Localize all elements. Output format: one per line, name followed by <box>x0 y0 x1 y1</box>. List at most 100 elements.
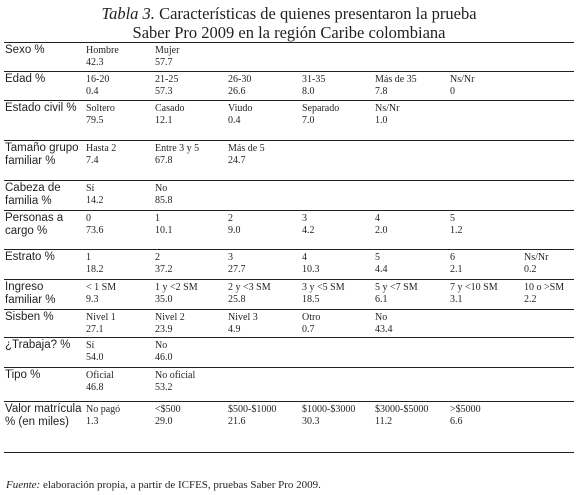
caption-line-1: Características de quienes presentaron l… <box>159 4 477 23</box>
cell-value: 14.2 <box>86 195 104 206</box>
table-cell: >$5000 6.6 <box>450 404 481 428</box>
table-cell: No 85.8 <box>155 183 173 207</box>
table-cell: 3 y <5 SM 18.5 <box>302 282 345 306</box>
table-cell: Sí 14.2 <box>86 183 104 207</box>
table-cell: Hasta 2 7.4 <box>86 143 116 167</box>
cell-option: No pagó <box>86 404 121 415</box>
table-cell: Hombre 42.3 <box>86 45 119 69</box>
table-cell: 10 o >SM 2.2 <box>524 282 564 306</box>
cell-value: 29.0 <box>155 416 173 427</box>
table-cell: 1 y <2 SM 35.0 <box>155 282 198 306</box>
cell-value: 7.4 <box>86 155 99 166</box>
cell-option: < 1 SM <box>86 282 117 293</box>
cell-value: 37.2 <box>155 264 173 275</box>
cell-value: 23.9 <box>155 324 173 335</box>
cell-option: $1000-$3000 <box>302 404 356 415</box>
table-cell: 6 2.1 <box>450 252 463 276</box>
cell-value: 10.3 <box>302 264 320 275</box>
table-cell: Ns/Nr 1.0 <box>375 103 399 127</box>
table-row: Estado civil % Soltero 79.5 Casado 12.1 Viudo… <box>4 101 574 141</box>
cell-option: No oficial <box>155 370 196 381</box>
cell-option: Ns/Nr <box>450 74 475 85</box>
cell-value: 26.6 <box>228 86 246 97</box>
cell-value: 73.6 <box>86 225 104 236</box>
table-cell: 2 y <3 SM 25.8 <box>228 282 271 306</box>
cell-option: 2 y <3 SM <box>228 282 271 293</box>
row-title: ¿Trabaja? % <box>5 339 71 351</box>
row-title: Estado civil % <box>5 102 77 114</box>
row-title: Valor matrícula % (en miles) <box>5 403 82 428</box>
cell-option: Casado <box>155 103 185 114</box>
cell-value: 24.7 <box>228 155 246 166</box>
table-cell: 2 9.0 <box>228 213 241 237</box>
cell-value: 57.3 <box>155 86 173 97</box>
cell-value: 27.1 <box>86 324 104 335</box>
table-cell: Nivel 2 23.9 <box>155 312 185 336</box>
cell-value: 8.0 <box>302 86 315 97</box>
table-cell: No oficial 53.2 <box>155 370 195 394</box>
table-cell: Separado 7.0 <box>302 103 339 127</box>
cell-value: 42.3 <box>86 57 104 68</box>
table-cell: 3 4.2 <box>302 213 315 237</box>
table-row: Tipo % Oficial 46.8 No oficial 53.2 <box>4 368 574 402</box>
table-cell: Nivel 3 4.9 <box>228 312 258 336</box>
cell-option: Soltero <box>86 103 115 114</box>
cell-value: 46.8 <box>86 382 104 393</box>
cell-value: 46.0 <box>155 352 173 363</box>
cell-option: Nivel 1 <box>86 312 116 323</box>
cell-option: Ns/Nr <box>375 103 400 114</box>
table-cell: Soltero 79.5 <box>86 103 115 127</box>
cell-option: Más de 5 <box>228 143 265 154</box>
source-text: elaboración propia, a partir de ICFES, p… <box>40 479 321 491</box>
table-cell: Viudo 0.4 <box>228 103 252 127</box>
cell-option: 7 y <10 SM <box>450 282 498 293</box>
cell-option: Nivel 2 <box>155 312 185 323</box>
table-cell: 5 1.2 <box>450 213 463 237</box>
cell-value: 43.4 <box>375 324 393 335</box>
table-row: Tamaño grupo familiar % Hasta 2 7.4 Entre 3… <box>4 141 574 181</box>
table-cell: No pagó 1.3 <box>86 404 120 428</box>
table-cell: 31-35 8.0 <box>302 74 325 98</box>
cell-option: Sí <box>86 340 95 351</box>
cell-option: 5 y <7 SM <box>375 282 418 293</box>
table-cell: <$500 29.0 <box>155 404 181 428</box>
table-source: Fuente: elaboración propia, a partir de … <box>6 479 321 492</box>
cell-option: 0 <box>86 213 91 224</box>
table-cell: 3 27.7 <box>228 252 246 276</box>
table-cell: Más de 35 7.8 <box>375 74 417 98</box>
cell-option: 2 <box>228 213 233 224</box>
cell-value: 0.4 <box>228 115 241 126</box>
row-title: Ingreso familiar % <box>5 281 56 306</box>
cell-option: 3 y <5 SM <box>302 282 345 293</box>
cell-value: 1.2 <box>450 225 463 236</box>
table-cell: $1000-$3000 30.3 <box>302 404 355 428</box>
table-cell: No 46.0 <box>155 340 173 364</box>
cell-option: 6 <box>450 252 455 263</box>
cell-value: 54.0 <box>86 352 104 363</box>
caption-label: Tabla 3. <box>101 4 155 23</box>
cell-value: 4.2 <box>302 225 315 236</box>
row-title: Edad % <box>5 73 46 85</box>
cell-option: 1 <box>155 213 160 224</box>
row-title: Cabeza de familia % <box>5 182 61 207</box>
cell-option: Mujer <box>155 45 180 56</box>
table-cell: Otro 0.7 <box>302 312 320 336</box>
table-cell: 21-25 57.3 <box>155 74 178 98</box>
cell-option: 31-35 <box>302 74 326 85</box>
table-cell: 1 18.2 <box>86 252 104 276</box>
cell-option: No <box>155 183 168 194</box>
table-cell: Entre 3 y 5 67.8 <box>155 143 199 167</box>
cell-value: 0 <box>450 86 455 97</box>
cell-option: 10 o >SM <box>524 282 565 293</box>
table-cell: 26-30 26.6 <box>228 74 251 98</box>
cell-option: Separado <box>302 103 340 114</box>
cell-value: 7.8 <box>375 86 388 97</box>
table-cell: 0 73.6 <box>86 213 104 237</box>
table-caption: Tabla 3. Características de quienes pres… <box>0 4 578 42</box>
row-title: Sisben % <box>5 311 54 323</box>
cell-option: 5 <box>375 252 380 263</box>
cell-value: 18.2 <box>86 264 104 275</box>
cell-value: 9.0 <box>228 225 241 236</box>
cell-option: Entre 3 y 5 <box>155 143 200 154</box>
cell-value: 3.1 <box>450 294 463 305</box>
